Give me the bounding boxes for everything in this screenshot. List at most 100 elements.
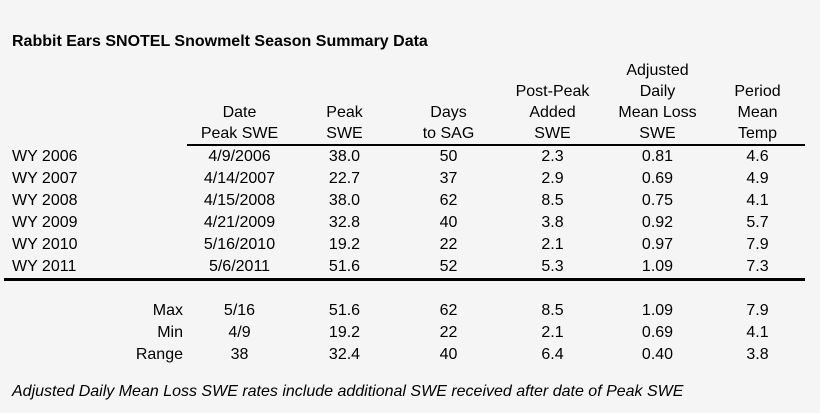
cell-post-peak-added-swe: 2.1	[541, 324, 564, 341]
footnote: Adjusted Daily Mean Loss SWE rates inclu…	[12, 383, 684, 400]
cell-peak-swe: 19.2	[328, 236, 361, 253]
header-line: Post-Peak	[515, 83, 590, 100]
summary-row-label: Range	[135, 346, 183, 363]
table-row-wy2008: WY 2008 4/15/2008 38.0 62 8.5 0.75 4.1	[4, 190, 805, 212]
cell-date-peak-swe: 38	[230, 346, 249, 363]
column-header-peak-swe: Peak SWE	[292, 60, 397, 146]
summary-row-range: Range 38 32.4 40 6.4 0.40 3.8	[4, 344, 805, 366]
header-line	[397, 60, 500, 81]
cell-period-mean-temp: 7.3	[710, 256, 805, 281]
cell-adjusted-daily-mean-loss-swe: 0.75	[641, 192, 674, 209]
cell-period-mean-temp: 7.9	[746, 302, 769, 319]
spacer-row	[4, 280, 805, 301]
cell-post-peak-added-swe: 2.3	[541, 148, 564, 165]
column-header-period-mean-temp: Period Mean Temp	[710, 60, 805, 146]
cell-peak-swe: 51.6	[328, 302, 361, 319]
cell-adjusted-daily-mean-loss-swe: 1.09	[605, 256, 710, 281]
cell-period-mean-temp: 3.8	[746, 346, 769, 363]
header-line: Temp	[737, 125, 778, 142]
header-line	[500, 60, 605, 81]
cell-adjusted-daily-mean-loss-swe: 0.81	[641, 148, 674, 165]
cell-adjusted-daily-mean-loss-swe: 1.09	[641, 302, 674, 319]
cell-post-peak-added-swe: 2.1	[541, 236, 564, 253]
header-line	[187, 81, 292, 102]
cell-peak-swe: 38.0	[328, 192, 361, 209]
cell-period-mean-temp: 7.9	[746, 236, 769, 253]
header-line: Daily	[639, 83, 676, 100]
cell-days-to-sag: 62	[439, 302, 458, 319]
cell-peak-swe: 19.2	[328, 324, 361, 341]
cell-adjusted-daily-mean-loss-swe: 0.40	[641, 346, 674, 363]
cell-period-mean-temp: 4.6	[746, 148, 769, 165]
row-label: WY 2006	[12, 147, 78, 165]
header-line	[292, 60, 397, 81]
column-header-adjusted-daily-mean-loss-swe: Adjusted Daily Mean Loss SWE	[605, 60, 710, 146]
header-line	[187, 60, 292, 81]
row-label: WY 2007	[12, 170, 78, 187]
table-row-wy2010: WY 2010 5/16/2010 19.2 22 2.1 0.97 7.9	[4, 234, 805, 256]
cell-post-peak-added-swe: 6.4	[541, 346, 564, 363]
cell-days-to-sag: 22	[439, 236, 458, 253]
cell-post-peak-added-swe: 8.5	[541, 192, 564, 209]
cell-peak-swe: 32.8	[328, 214, 361, 231]
cell-days-to-sag: 62	[439, 192, 458, 209]
header-line: Added	[529, 104, 576, 121]
cell-date-peak-swe: 4/21/2009	[203, 214, 276, 231]
cell-period-mean-temp: 4.1	[746, 324, 769, 341]
table-row-wy2011: WY 2011 5/6/2011 51.6 52 5.3 1.09 7.3	[4, 256, 805, 281]
header-line: Days	[430, 104, 467, 121]
cell-date-peak-swe: 4/9	[228, 324, 251, 341]
cell-post-peak-added-swe: 3.8	[541, 214, 564, 231]
row-label: WY 2011	[4, 256, 187, 281]
header-line: Date	[222, 104, 257, 121]
header-line: SWE	[534, 125, 571, 142]
cell-adjusted-daily-mean-loss-swe: 0.69	[641, 170, 674, 187]
table-row-wy2009: WY 2009 4/21/2009 32.8 40 3.8 0.92 5.7	[4, 212, 805, 234]
column-header-post-peak-added-swe: Post-Peak Added SWE	[500, 60, 605, 146]
column-header-days-to-sag: Days to SAG	[397, 60, 500, 146]
table-row-wy2007: WY 2007 4/14/2007 22.7 37 2.9 0.69 4.9	[4, 168, 805, 190]
cell-date-peak-swe: 5/6/2011	[187, 256, 292, 281]
row-label: WY 2008	[12, 192, 78, 209]
cell-adjusted-daily-mean-loss-swe: 0.97	[641, 236, 674, 253]
header-row: Date Peak SWE Peak SWE Days to SAG	[4, 60, 805, 146]
header-line: Mean Loss	[618, 104, 697, 121]
cell-post-peak-added-swe: 5.3	[500, 256, 605, 281]
cell-days-to-sag: 52	[397, 256, 500, 281]
summary-row-label: Max	[152, 302, 183, 319]
column-header-row-label	[4, 60, 187, 145]
cell-date-peak-swe: 4/14/2007	[203, 170, 276, 187]
cell-date-peak-swe: 5/16	[223, 302, 256, 319]
row-label: WY 2009	[12, 214, 78, 231]
header-line: Period	[734, 83, 781, 100]
cell-date-peak-swe: 4/9/2006	[208, 148, 271, 165]
row-label: WY 2010	[12, 236, 78, 253]
header-line: SWE	[639, 125, 676, 142]
cell-post-peak-added-swe: 8.5	[541, 302, 564, 319]
header-line: Mean	[737, 104, 778, 121]
cell-days-to-sag: 40	[439, 214, 458, 231]
cell-adjusted-daily-mean-loss-swe: 0.69	[641, 324, 674, 341]
table-header: Date Peak SWE Peak SWE Days to SAG	[4, 60, 805, 146]
column-header-date-peak-swe: Date Peak SWE	[187, 60, 292, 146]
cell-days-to-sag: 37	[439, 170, 458, 187]
table-row-wy2006: WY 2006 4/9/2006 38.0 50 2.3 0.81 4.6	[4, 145, 805, 168]
cell-peak-swe: 51.6	[292, 256, 397, 281]
summary-row-min: Min 4/9 19.2 22 2.1 0.69 4.1	[4, 322, 805, 344]
cell-peak-swe: 32.4	[328, 346, 361, 363]
summary-row-label: Min	[157, 324, 183, 341]
cell-period-mean-temp: 5.7	[746, 214, 769, 231]
header-line: Peak SWE	[200, 125, 279, 142]
cell-date-peak-swe: 4/15/2008	[203, 192, 276, 209]
cell-period-mean-temp: 4.9	[746, 170, 769, 187]
table-body: WY 2006 4/9/2006 38.0 50 2.3 0.81 4.6 WY…	[4, 145, 805, 366]
header-line	[710, 60, 805, 81]
header-line	[397, 81, 500, 102]
snowmelt-summary-table: Date Peak SWE Peak SWE Days to SAG	[4, 60, 805, 366]
cell-days-to-sag: 40	[439, 346, 458, 363]
cell-peak-swe: 38.0	[328, 148, 361, 165]
header-line	[292, 81, 397, 102]
header-line: Adjusted	[626, 62, 689, 79]
header-line: Peak	[326, 104, 363, 121]
